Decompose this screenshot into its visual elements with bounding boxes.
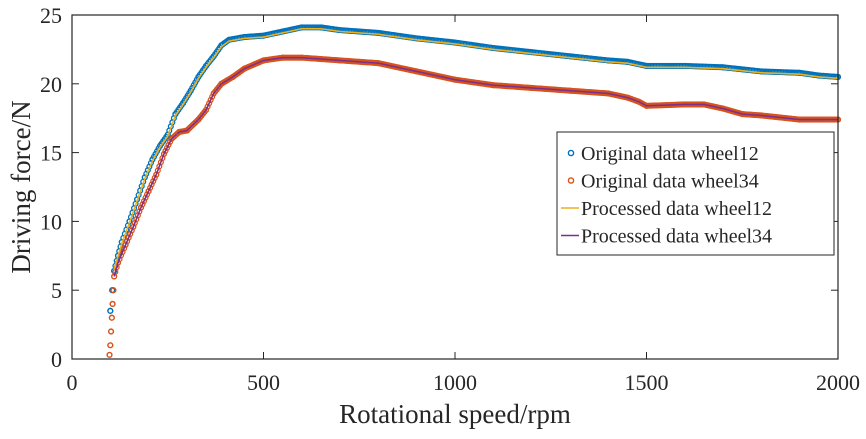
y-axis: 0 5 10 15 20 25	[40, 3, 838, 372]
data-point-fill	[166, 138, 174, 145]
series-3	[113, 27, 839, 270]
data-point-fill	[144, 191, 151, 198]
legend-item: Processed data wheel12	[561, 198, 772, 220]
data-point-fill	[193, 117, 201, 125]
data-point-fill	[109, 300, 116, 308]
y-axis-title: Driving force/N	[6, 100, 36, 273]
legend-marker	[567, 177, 575, 184]
y-tick-label: 5	[51, 278, 62, 303]
data-point-fill	[107, 342, 114, 349]
data-point-fill	[110, 287, 117, 294]
data-point-fill	[147, 184, 154, 191]
data-point-fill	[162, 147, 169, 154]
y-tick-label: 20	[40, 72, 62, 97]
legend-label: Original data wheel12	[581, 143, 759, 165]
data-point-fill	[207, 96, 214, 104]
y-tick-label: 10	[40, 209, 62, 234]
series-line	[113, 27, 839, 270]
x-axis: 0 500 1000 1500 2000	[67, 15, 860, 395]
legend-label: Processed data wheel12	[581, 198, 772, 220]
legend-label: Original data wheel34	[581, 171, 759, 193]
y-tick-label: 0	[51, 347, 62, 372]
data-point-fill	[151, 174, 158, 181]
legend-item: Processed data wheel34	[561, 226, 772, 248]
y-tick-label: 25	[40, 3, 62, 28]
x-tick-label: 2000	[816, 370, 860, 395]
data-point-fill	[145, 188, 152, 195]
data-point-fill	[163, 144, 171, 151]
series-layer	[106, 24, 842, 358]
data-point-fill	[160, 150, 167, 158]
series-4	[113, 56, 838, 277]
data-point-fill	[204, 103, 211, 110]
series-line	[113, 56, 838, 277]
data-point-fill	[209, 93, 216, 100]
data-point-fill	[206, 100, 213, 107]
data-point-fill	[165, 141, 172, 148]
data-point-fill	[203, 106, 210, 113]
legend-box	[556, 131, 835, 256]
x-tick-label: 0	[67, 370, 78, 395]
legend: Original data wheel12 Original data wheel…	[556, 131, 835, 256]
legend-marker	[567, 149, 575, 157]
data-point-fill	[107, 307, 114, 314]
data-point-fill	[137, 204, 144, 211]
data-point-fill	[148, 181, 155, 188]
y-tick-label: 15	[40, 141, 62, 166]
legend-item: Original data wheel34	[567, 171, 759, 193]
legend-label: Processed data wheel34	[581, 226, 772, 248]
series-1	[107, 24, 842, 314]
data-point-fill	[106, 351, 113, 358]
legend-item: Original data wheel12	[567, 143, 759, 165]
data-point-fill	[142, 194, 149, 201]
x-tick-label: 500	[247, 370, 280, 395]
x-tick-label: 1000	[433, 370, 477, 395]
data-point-fill	[140, 197, 148, 205]
x-tick-label: 1500	[625, 370, 669, 395]
data-point-fill	[150, 178, 157, 185]
data-point-fill	[108, 328, 115, 335]
data-point-fill	[108, 314, 115, 321]
legend-items: Original data wheel12 Original data wheel…	[561, 143, 772, 248]
x-axis-title: Rotational speed/rpm	[339, 399, 571, 429]
data-point-fill	[139, 201, 146, 208]
